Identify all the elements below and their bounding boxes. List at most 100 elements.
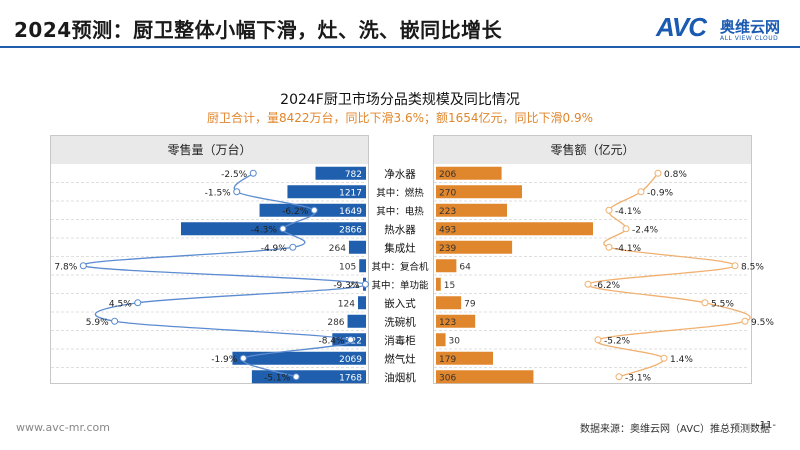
value-bar: [436, 166, 502, 180]
value-bar: [436, 370, 534, 384]
volume-growth-point: [249, 169, 257, 177]
category-label: 其中：复合机: [371, 261, 429, 273]
value-value-label: 493: [439, 225, 456, 235]
value-bar: [436, 296, 462, 310]
value-bar: [436, 240, 513, 254]
value-value-label: 223: [439, 207, 456, 217]
volume-growth-label: -6.2%: [282, 207, 309, 217]
volume-growth-point: [233, 188, 241, 196]
value-bar: [436, 333, 446, 347]
volume-panel-header: 零售量（万台）: [51, 136, 368, 164]
volume-bar: [348, 240, 366, 254]
value-bar: [436, 314, 476, 328]
volume-value-label: 286: [327, 318, 344, 328]
logo-cn: 奥维云网: [720, 18, 781, 36]
volume-growth-label: -9.3%: [333, 281, 360, 291]
value-value-label: 123: [439, 318, 456, 328]
volume-growth-label: -1.5%: [205, 188, 232, 198]
category-label: 燃气灶: [384, 352, 416, 365]
value-growth-label: 5.5%: [711, 299, 734, 309]
volume-growth-point: [292, 373, 300, 381]
volume-bar: [181, 222, 366, 236]
volume-growth-point: [239, 354, 247, 362]
category-label: 嵌入式: [384, 297, 416, 310]
value-growth-point: [654, 169, 662, 177]
volume-growth-label: -4.9%: [261, 244, 288, 254]
logo-brand: AVC: [656, 12, 707, 42]
category-label: 洗碗机: [384, 315, 416, 328]
value-growth-point: [594, 336, 602, 344]
chart-subtitle: 厨卫合计，量8422万台，同比下滑3.6%；额1654亿元，同比下滑0.9%: [206, 111, 594, 125]
logo-en: ALL VIEW CLOUD: [720, 35, 779, 42]
category-label: 消毒柜: [384, 334, 416, 347]
value-growth-label: 1.4%: [670, 355, 693, 365]
value-growth-label: -3.1%: [625, 373, 652, 383]
value-value-label: 64: [459, 262, 471, 272]
volume-bar: [347, 314, 366, 328]
volume-growth-point: [289, 243, 297, 251]
volume-growth-point: [361, 280, 369, 288]
volume-value-label: 1217: [339, 188, 362, 198]
footer-url[interactable]: www.avc-mr.com: [16, 421, 110, 434]
volume-value-label: 2069: [339, 355, 362, 365]
title-divider: [0, 46, 800, 48]
value-growth-point: [605, 243, 613, 251]
value-growth-point: [584, 280, 592, 288]
value-value-label: 239: [439, 244, 456, 254]
volume-value-label: 1649: [339, 207, 362, 217]
value-growth-label: -5.2%: [604, 336, 631, 346]
volume-growth-label: -1.9%: [211, 355, 238, 365]
volume-value-label: 105: [339, 262, 356, 272]
value-growth-point: [741, 317, 749, 325]
value-bar: [436, 277, 441, 291]
value-growth-point: [701, 299, 709, 307]
volume-growth-label: -4.3%: [251, 225, 278, 235]
value-value-label: 270: [439, 188, 456, 198]
volume-growth-label: 5.9%: [86, 318, 109, 328]
value-bar: [436, 203, 508, 217]
value-bar: [436, 351, 494, 365]
volume-value-label: 264: [329, 244, 346, 254]
value-value-label: 179: [439, 355, 456, 365]
value-bar: [436, 185, 522, 199]
category-label: 其中：单功能: [371, 279, 429, 291]
value-value-label: 79: [464, 299, 476, 309]
volume-value-label: 2866: [339, 225, 362, 235]
volume-bar: [357, 296, 366, 310]
category-label: 其中：燃热: [376, 187, 424, 199]
volume-growth-point: [111, 317, 119, 325]
value-growth-point: [605, 206, 613, 214]
value-value-label: 306: [439, 373, 456, 383]
volume-value-label: 21: [349, 281, 360, 291]
page-number: -11-: [756, 420, 776, 431]
value-growth-label: 8.5%: [741, 262, 764, 272]
volume-growth-point: [279, 225, 287, 233]
volume-bar: [359, 259, 366, 273]
chart-title: 2024F厨卫市场分品类规模及同比情况: [280, 92, 520, 108]
footer-source: 数据来源：奥维云网（AVC）推总预测数据: [580, 424, 771, 435]
volume-value-label: 1768: [339, 373, 362, 383]
volume-bar: [287, 185, 366, 199]
avc-logo: AVC 奥维云网 ALL VIEW CLOUD: [656, 12, 790, 44]
volume-bar: [315, 166, 366, 180]
category-label: 热水器: [384, 223, 416, 236]
value-growth-point: [637, 188, 645, 196]
volume-growth-point: [134, 299, 142, 307]
value-growth-label: -0.9%: [647, 188, 674, 198]
volume-bar: [232, 351, 366, 365]
category-label: 集成灶: [384, 241, 416, 254]
volume-growth-label: 7.8%: [54, 262, 77, 272]
category-label: 净水器: [384, 167, 416, 180]
volume-growth-label: 4.5%: [109, 299, 132, 309]
volume-growth-label: -8.4%: [318, 336, 345, 346]
category-label: 其中：电热: [376, 205, 424, 217]
category-label: 油烟机: [384, 371, 416, 384]
volume-growth-point: [347, 336, 355, 344]
value-bar: [436, 259, 457, 273]
value-growth-label: -4.1%: [615, 207, 642, 217]
value-growth-label: 0.8%: [664, 170, 687, 180]
volume-growth-point: [79, 262, 87, 270]
volume-value-label: 782: [345, 170, 362, 180]
value-value-label: 206: [439, 170, 456, 180]
